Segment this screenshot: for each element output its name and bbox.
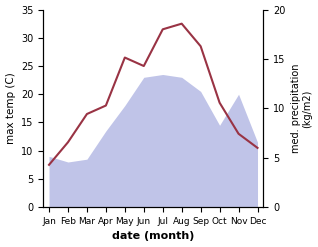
Y-axis label: med. precipitation
(kg/m2): med. precipitation (kg/m2) — [291, 64, 313, 153]
X-axis label: date (month): date (month) — [112, 231, 194, 242]
Y-axis label: max temp (C): max temp (C) — [5, 72, 16, 144]
